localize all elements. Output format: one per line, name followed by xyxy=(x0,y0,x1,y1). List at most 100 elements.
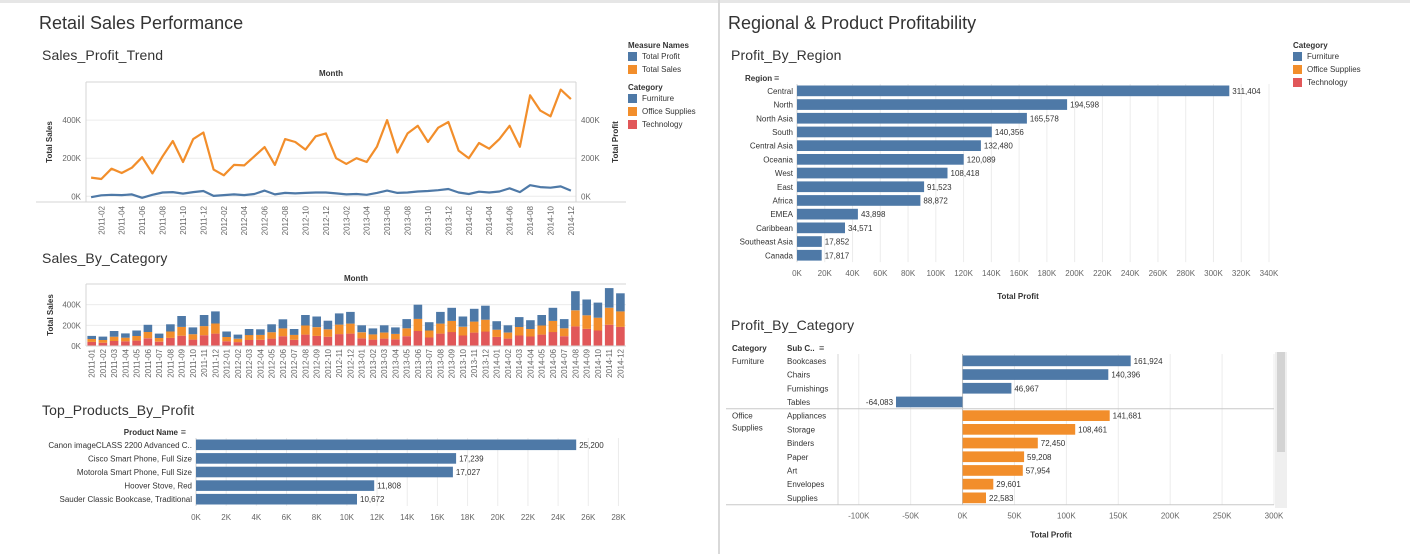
profit-by-category-chart[interactable]: Category Sub C.. ≡ Furniture Bookcases 161,92… xyxy=(726,338,1286,544)
bar-segment-furniture[interactable] xyxy=(548,307,558,321)
region-bar[interactable] xyxy=(797,249,822,261)
region-bar[interactable] xyxy=(797,222,845,234)
bar-segment-furniture[interactable] xyxy=(458,316,468,327)
legend-item-office-supplies[interactable]: Office Supplies xyxy=(628,105,716,118)
bar-segment-furniture[interactable] xyxy=(256,329,265,335)
bar-segment-technology[interactable] xyxy=(604,324,614,346)
region-sheet-title[interactable]: Profit_By_Region xyxy=(731,47,842,63)
bar-segment-furniture[interactable] xyxy=(233,334,243,339)
bar-segment-office-supplies[interactable] xyxy=(391,333,400,340)
bar-segment-furniture[interactable] xyxy=(312,316,321,328)
bar-segment-furniture[interactable] xyxy=(616,293,625,312)
bar-segment-office-supplies[interactable] xyxy=(526,329,535,337)
bar-segment-technology[interactable] xyxy=(267,338,276,346)
trend-sheet-title[interactable]: Sales_Profit_Trend xyxy=(42,47,164,63)
subcategory-bar[interactable] xyxy=(962,451,1025,463)
bar-segment-office-supplies[interactable] xyxy=(334,324,344,335)
bar-segment-furniture[interactable] xyxy=(267,324,276,333)
bar-segment-office-supplies[interactable] xyxy=(244,335,254,340)
bar-segment-furniture[interactable] xyxy=(109,331,119,337)
bar-segment-furniture[interactable] xyxy=(121,333,130,338)
bar-segment-furniture[interactable] xyxy=(481,305,490,320)
bar-segment-furniture[interactable] xyxy=(424,322,434,331)
bar-segment-office-supplies[interactable] xyxy=(256,334,265,340)
bar-segment-office-supplies[interactable] xyxy=(503,332,513,339)
bar-segment-office-supplies[interactable] xyxy=(616,311,625,327)
bar-segment-technology[interactable] xyxy=(109,341,119,346)
bar-segment-furniture[interactable] xyxy=(132,330,141,337)
bar-segment-office-supplies[interactable] xyxy=(132,336,141,341)
bar-segment-furniture[interactable] xyxy=(593,302,603,318)
bar-segment-furniture[interactable] xyxy=(503,325,513,333)
bar-segment-office-supplies[interactable] xyxy=(199,326,209,336)
bar-segment-furniture[interactable] xyxy=(379,325,389,333)
pcat-sheet-title[interactable]: Profit_By_Category xyxy=(731,317,855,333)
bar-segment-furniture[interactable] xyxy=(244,329,254,336)
bar-segment-technology[interactable] xyxy=(334,334,344,346)
bar-segment-office-supplies[interactable] xyxy=(593,317,603,331)
profit-by-region-chart[interactable]: Region ≡ Central 311,404 North 194,598 North A… xyxy=(728,68,1288,302)
subcategory-bar[interactable] xyxy=(962,424,1076,435)
bar-segment-furniture[interactable] xyxy=(188,327,198,335)
product-bar[interactable] xyxy=(196,466,453,478)
region-bar[interactable] xyxy=(797,181,925,193)
bar-segment-furniture[interactable] xyxy=(143,324,153,332)
bar-segment-technology[interactable] xyxy=(166,337,175,346)
legend-item-total-profit[interactable]: Total Profit xyxy=(628,50,716,63)
bar-segment-office-supplies[interactable] xyxy=(481,319,490,332)
bar-segment-furniture[interactable] xyxy=(278,319,288,329)
scrollbar-thumb[interactable] xyxy=(1277,352,1285,452)
legend-item-office-supplies[interactable]: Office Supplies xyxy=(1293,63,1403,76)
bar-segment-office-supplies[interactable] xyxy=(233,338,243,343)
bar-segment-office-supplies[interactable] xyxy=(109,336,119,341)
bar-segment-technology[interactable] xyxy=(256,339,265,346)
bar-segment-office-supplies[interactable] xyxy=(222,337,231,342)
bar-segment-technology[interactable] xyxy=(469,332,479,346)
bar-segment-technology[interactable] xyxy=(121,341,130,346)
bar-segment-office-supplies[interactable] xyxy=(537,325,546,335)
bar-segment-office-supplies[interactable] xyxy=(582,315,591,329)
bar-segment-office-supplies[interactable] xyxy=(559,328,569,337)
legend-item-furniture[interactable]: Furniture xyxy=(628,92,716,105)
legend-item-technology[interactable]: Technology xyxy=(1293,76,1403,89)
bar-segment-office-supplies[interactable] xyxy=(571,310,580,327)
region-bar[interactable] xyxy=(797,167,948,179)
bar-segment-technology[interactable] xyxy=(492,336,501,346)
bar-segment-furniture[interactable] xyxy=(571,291,580,311)
bar-segment-office-supplies[interactable] xyxy=(368,334,378,340)
bar-segment-technology[interactable] xyxy=(289,339,299,346)
bar-segment-technology[interactable] xyxy=(514,335,524,347)
region-bar[interactable] xyxy=(797,140,981,151)
region-bar[interactable] xyxy=(797,154,964,165)
bar-segment-office-supplies[interactable] xyxy=(278,328,288,337)
bar-segment-furniture[interactable] xyxy=(582,299,591,316)
bar-segment-technology[interactable] xyxy=(559,336,569,346)
bar-segment-technology[interactable] xyxy=(548,332,558,346)
bar-segment-technology[interactable] xyxy=(447,332,456,346)
bar-segment-furniture[interactable] xyxy=(222,331,231,338)
subcategory-bar[interactable] xyxy=(962,478,994,490)
bar-segment-technology[interactable] xyxy=(593,330,603,347)
bar-segment-technology[interactable] xyxy=(346,333,355,346)
bar-segment-office-supplies[interactable] xyxy=(312,327,321,336)
bar-segment-furniture[interactable] xyxy=(447,307,456,321)
region-bar[interactable] xyxy=(797,126,992,138)
bar-segment-technology[interactable] xyxy=(571,326,580,346)
bar-segment-furniture[interactable] xyxy=(98,336,108,340)
region-bar[interactable] xyxy=(797,195,921,206)
bar-segment-office-supplies[interactable] xyxy=(402,328,411,337)
bar-segment-office-supplies[interactable] xyxy=(379,332,389,339)
bar-segment-furniture[interactable] xyxy=(604,288,614,308)
bar-segment-technology[interactable] xyxy=(199,335,209,346)
bar-segment-furniture[interactable] xyxy=(289,329,299,335)
subcategory-bar[interactable] xyxy=(962,465,1023,476)
bar-segment-furniture[interactable] xyxy=(436,311,445,324)
bar-segment-office-supplies[interactable] xyxy=(121,337,130,342)
bar-segment-furniture[interactable] xyxy=(357,325,366,333)
bar-segment-technology[interactable] xyxy=(424,337,434,347)
product-bar[interactable] xyxy=(196,439,577,451)
region-bar[interactable] xyxy=(797,208,858,220)
bar-segment-technology[interactable] xyxy=(436,333,445,346)
bar-segment-technology[interactable] xyxy=(503,338,513,346)
bar-segment-technology[interactable] xyxy=(211,333,220,346)
